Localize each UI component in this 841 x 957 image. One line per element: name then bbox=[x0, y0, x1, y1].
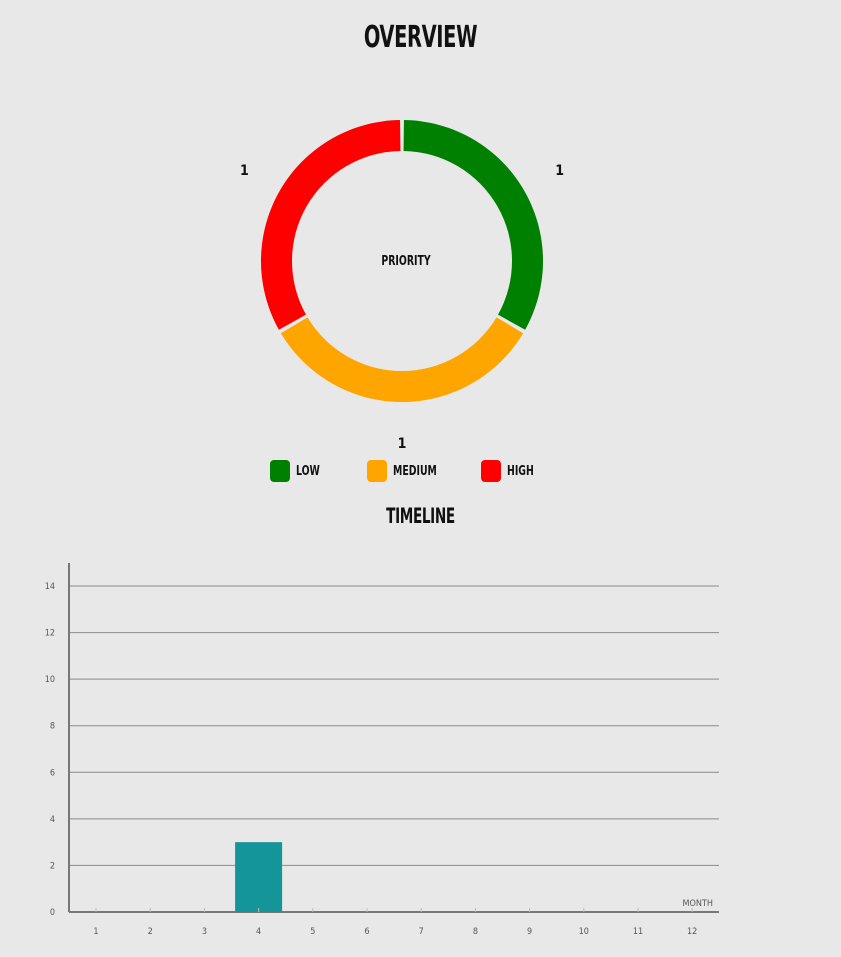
donut-slice-medium[interactable] bbox=[280, 317, 524, 402]
x-tick-label: 6 bbox=[364, 927, 369, 937]
x-tick-label: 5 bbox=[310, 927, 315, 937]
x-tick-label: 7 bbox=[419, 927, 424, 937]
donut-data-label-high: 1 bbox=[240, 163, 249, 179]
y-tick-label: 14 bbox=[45, 582, 55, 592]
donut-data-label-low: 1 bbox=[555, 163, 564, 179]
legend-swatch-medium bbox=[367, 460, 387, 482]
y-tick-label: 2 bbox=[50, 861, 55, 871]
x-tick-label: 10 bbox=[579, 927, 589, 937]
x-tick-label: 12 bbox=[687, 927, 697, 937]
donut-slice-low[interactable] bbox=[403, 120, 543, 330]
x-tick-label: 3 bbox=[202, 927, 207, 937]
x-tick-label: 1 bbox=[93, 927, 98, 937]
overview-title: OVERVIEW bbox=[363, 20, 478, 55]
priority-legend: LOW MEDIUM HIGH bbox=[0, 460, 841, 484]
y-tick-label: 8 bbox=[50, 722, 55, 732]
x-tick-label: 2 bbox=[148, 927, 153, 937]
donut-data-label-medium: 1 bbox=[398, 436, 407, 452]
legend-swatch-high bbox=[481, 460, 501, 482]
legend-swatch-low bbox=[270, 460, 290, 482]
y-tick-label: 6 bbox=[50, 768, 55, 778]
legend-item-high[interactable]: HIGH bbox=[481, 460, 541, 482]
legend-item-medium[interactable]: MEDIUM bbox=[367, 460, 448, 482]
y-tick-label: 0 bbox=[50, 908, 55, 918]
legend-label-high: HIGH bbox=[507, 463, 534, 479]
x-tick-label: 9 bbox=[527, 927, 532, 937]
bar-month-4[interactable] bbox=[235, 842, 283, 912]
x-tick-label: 4 bbox=[256, 927, 261, 937]
y-tick-label: 10 bbox=[45, 675, 55, 685]
legend-item-low[interactable]: LOW bbox=[270, 460, 326, 482]
donut-slice-high[interactable] bbox=[261, 120, 401, 330]
legend-label-low: LOW bbox=[296, 463, 320, 479]
timeline-title: TIMELINE bbox=[386, 504, 455, 528]
donut-center-label: PRIORITY bbox=[381, 253, 431, 268]
y-tick-label: 12 bbox=[45, 629, 55, 639]
x-tick-label: 11 bbox=[633, 927, 643, 937]
y-tick-label: 4 bbox=[50, 815, 55, 825]
x-axis-label: MONTH bbox=[683, 899, 713, 909]
legend-label-medium: MEDIUM bbox=[393, 463, 437, 479]
x-tick-label: 8 bbox=[473, 927, 478, 937]
